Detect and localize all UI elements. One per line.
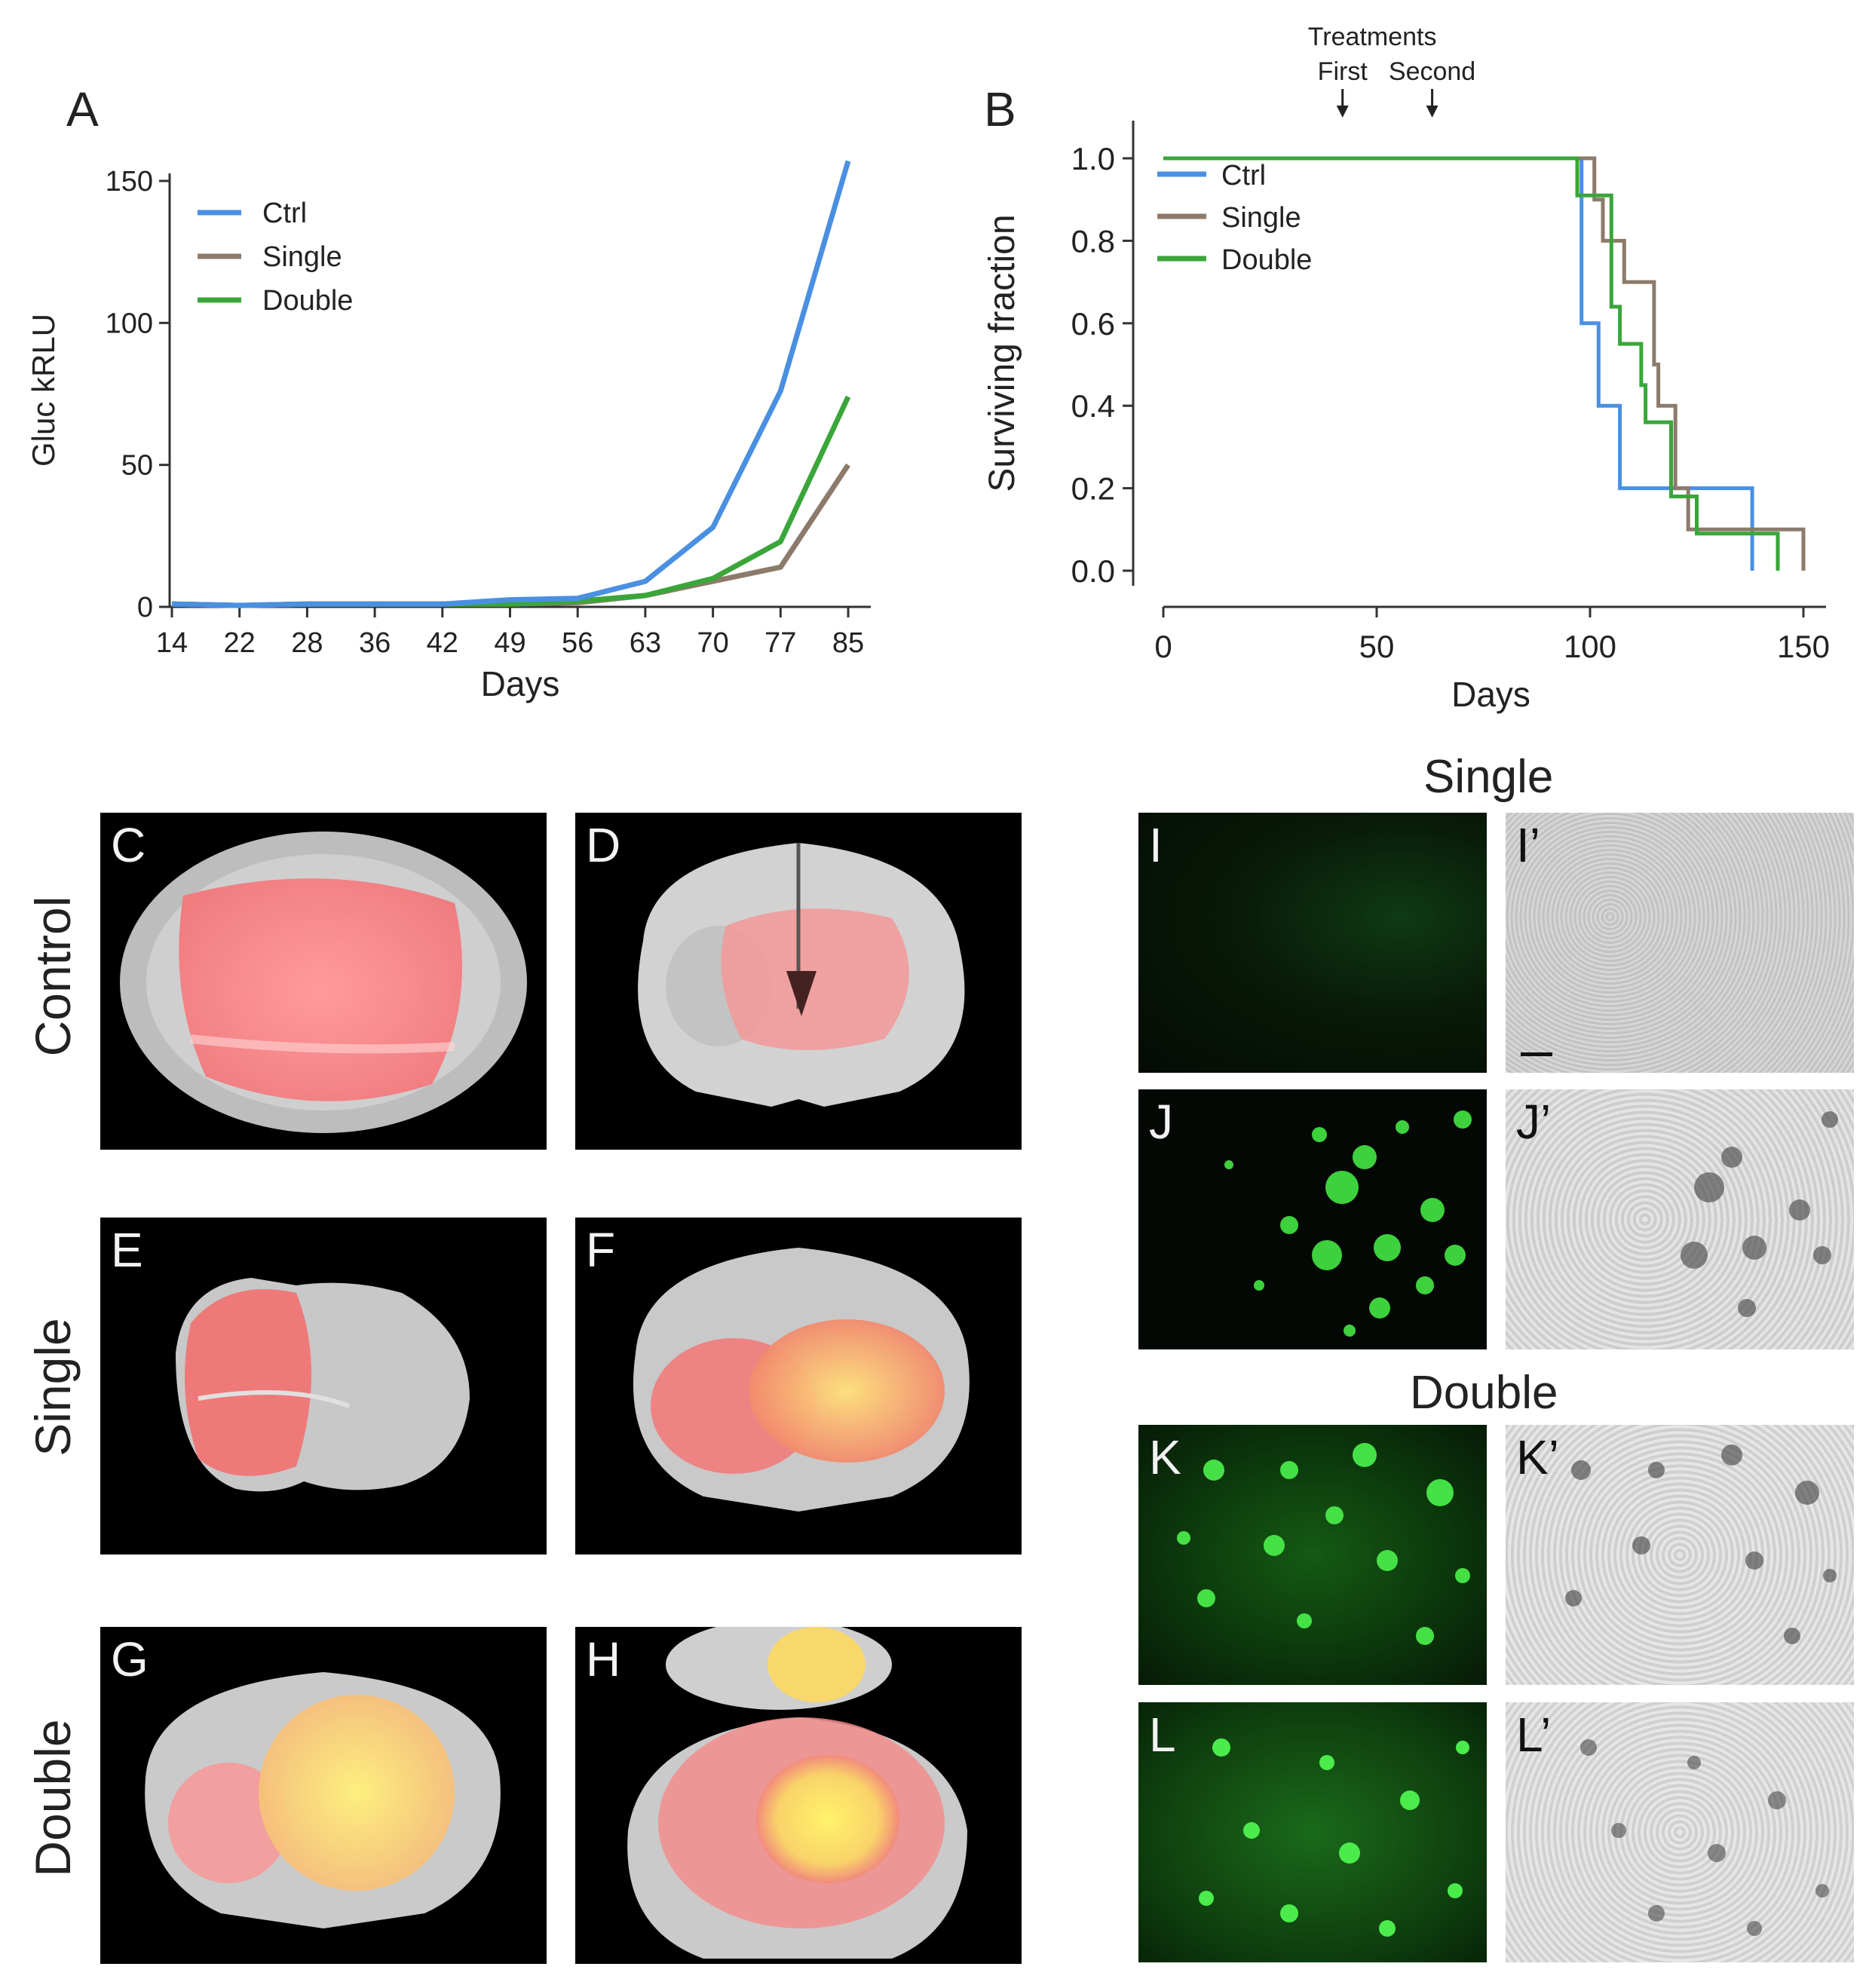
micrograph-l-spots bbox=[1199, 1738, 1469, 1937]
brain-image-g: G bbox=[100, 1627, 547, 1964]
x-tick-label: 36 bbox=[359, 627, 391, 659]
y-tick-label: 1.0 bbox=[1071, 141, 1115, 176]
x-tick-label: 63 bbox=[630, 627, 661, 659]
panel-letter-b: B bbox=[984, 82, 1016, 136]
panel-letter-a: A bbox=[66, 82, 99, 136]
x-axis-title: Days bbox=[481, 664, 560, 703]
x-tick-label: 56 bbox=[562, 627, 593, 659]
micrograph-j-prime-spots bbox=[1681, 1111, 1838, 1317]
annotation-first: First bbox=[1318, 57, 1368, 86]
panel-letter-j: J bbox=[1149, 1095, 1173, 1149]
y-tick-label: 0.8 bbox=[1071, 223, 1115, 259]
survival-line-single bbox=[1163, 156, 1806, 571]
micrograph-l-prime: L’ bbox=[1506, 1702, 1854, 1962]
series-line-ctrl bbox=[171, 160, 851, 608]
x-tick-label: 70 bbox=[697, 627, 728, 659]
row-label-double-text: Double bbox=[25, 1719, 81, 1877]
y-axis-title: Surviving fraction bbox=[982, 214, 1022, 492]
panel-letter-i-prime: I’ bbox=[1516, 818, 1540, 872]
x-tick-label: 22 bbox=[224, 627, 256, 659]
micrograph-i: I bbox=[1138, 813, 1487, 1073]
brain-image-h: H bbox=[575, 1627, 1022, 1964]
brain-image-d: D bbox=[575, 813, 1022, 1150]
chart-a: 0 50 100 150 14 22 28 36 42 49 56 63 70 77 85 Days Gluc … bbox=[26, 160, 871, 703]
chart-b: 0.0 0.2 0.4 0.6 0.8 1.0 0 50 100 150 Days Surviving… bbox=[982, 23, 1830, 714]
series-line-single bbox=[171, 463, 850, 608]
micrograph-k-prime: K’ bbox=[1506, 1425, 1854, 1685]
y-tick-label: 50 bbox=[121, 450, 153, 482]
legend-label-double: Double bbox=[262, 285, 353, 317]
micro-title-double: Double bbox=[1410, 1367, 1558, 1419]
annotation-heading: Treatments bbox=[1308, 23, 1437, 51]
brain-image-f: F bbox=[575, 1218, 1022, 1555]
panel-letter-f: F bbox=[586, 1223, 616, 1277]
micrograph-k-prime-spots bbox=[1565, 1444, 1837, 1644]
panel-letter-g: G bbox=[111, 1632, 149, 1686]
legend-label-ctrl: Ctrl bbox=[262, 198, 307, 229]
y-tick-label: 0.6 bbox=[1071, 306, 1115, 342]
x-tick-label: 50 bbox=[1359, 629, 1395, 664]
y-tick-label: 150 bbox=[106, 166, 153, 198]
x-tick-label: 100 bbox=[1564, 629, 1616, 664]
panel-letter-j-prime: J’ bbox=[1516, 1095, 1552, 1149]
x-tick-label: 0 bbox=[1154, 629, 1172, 664]
legend-label-single: Single bbox=[1221, 202, 1301, 234]
micro-title-single: Single bbox=[1423, 751, 1554, 803]
micrograph-l: L bbox=[1138, 1702, 1487, 1962]
x-tick-label: 14 bbox=[156, 627, 188, 659]
micrograph-k-spots bbox=[1177, 1443, 1470, 1645]
y-tick-label: 0 bbox=[137, 592, 153, 623]
annotation-arrowhead bbox=[1426, 106, 1439, 118]
panel-letter-l-prime: L’ bbox=[1516, 1708, 1552, 1762]
scale-bar bbox=[1521, 1052, 1552, 1056]
micrograph-l-prime-spots bbox=[1580, 1739, 1829, 1936]
panel-letter-d: D bbox=[586, 818, 621, 872]
survival-line-double bbox=[1163, 156, 1780, 571]
panel-letter-k-prime: K’ bbox=[1516, 1430, 1559, 1484]
y-tick-label: 0.0 bbox=[1071, 553, 1115, 589]
x-tick-label: 28 bbox=[291, 627, 323, 659]
x-tick-label: 42 bbox=[427, 627, 458, 659]
y-tick-label: 0.4 bbox=[1071, 388, 1115, 424]
row-label-control-text: Control bbox=[25, 896, 81, 1057]
x-tick-label: 77 bbox=[764, 627, 796, 659]
y-tick-label: 0.2 bbox=[1071, 471, 1115, 507]
row-label-single-text: Single bbox=[25, 1318, 81, 1457]
legend-label-single: Single bbox=[262, 241, 342, 273]
panel-letter-l: L bbox=[1149, 1708, 1176, 1762]
x-tick-label: 49 bbox=[494, 627, 525, 659]
panel-letter-i: I bbox=[1149, 818, 1163, 872]
survival-line-ctrl bbox=[1163, 156, 1754, 571]
brain-image-e: E bbox=[100, 1218, 547, 1555]
micrograph-i-prime: I’ bbox=[1506, 813, 1854, 1073]
x-axis-title: Days bbox=[1451, 675, 1530, 714]
panel-letter-c: C bbox=[111, 818, 146, 872]
micrograph-j-spots bbox=[1224, 1110, 1472, 1337]
x-tick-label: 85 bbox=[832, 627, 864, 659]
legend-label-double: Double bbox=[1221, 244, 1312, 276]
annotation-second: Second bbox=[1389, 57, 1475, 86]
micrograph-k: K bbox=[1138, 1425, 1487, 1685]
micrograph-j: J bbox=[1138, 1089, 1487, 1349]
annotation-arrowhead bbox=[1336, 106, 1349, 118]
legend-label-ctrl: Ctrl bbox=[1221, 160, 1266, 191]
x-tick-label: 150 bbox=[1777, 629, 1830, 664]
panel-letter-e: E bbox=[111, 1223, 143, 1277]
panel-letter-k: K bbox=[1149, 1430, 1181, 1484]
y-tick-label: 100 bbox=[106, 308, 153, 339]
brain-image-c: C bbox=[100, 813, 547, 1150]
y-axis-title: Gluc kRLU bbox=[26, 314, 61, 467]
micrograph-j-prime: J’ bbox=[1506, 1089, 1854, 1349]
panel-letter-h: H bbox=[586, 1632, 621, 1686]
